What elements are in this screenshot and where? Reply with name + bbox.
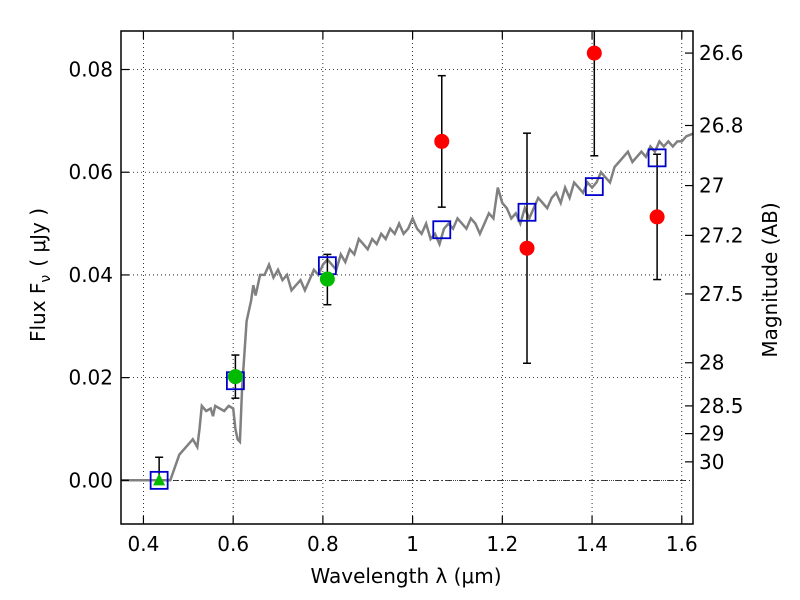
x-tick-label: 1.2	[486, 532, 518, 556]
x-tick-label: 1.6	[666, 532, 698, 556]
magnitude-axis-ticks: 26.6 26.8 27 27.2 27.5 28 28.5 29 30	[685, 41, 744, 474]
magnitude-tick-label: 27	[699, 174, 724, 198]
x-axis-title: Wavelength λ (μm)	[310, 564, 501, 588]
grid-lines	[121, 31, 693, 524]
x-axis-ticks: 0.4 0.6 0.8 1 1.2 1.4 1.6	[128, 31, 698, 556]
magnitude-tick-label: 29	[699, 422, 724, 446]
svg-text:Flux Fν( μJy ): Flux Fν ( μJy )	[26, 208, 54, 342]
plot-frame	[120, 30, 694, 525]
observed-red-point	[586, 45, 602, 61]
magnitude-tick-label: 26.8	[699, 113, 744, 137]
magnitude-axis-title: Magnitude (AB)	[758, 202, 782, 357]
observed-green-point	[227, 369, 243, 385]
model-photometry-square	[517, 202, 537, 222]
model-photometry-square	[584, 177, 604, 197]
magnitude-tick-label: 26.6	[699, 41, 744, 65]
model-spectrum-line	[121, 132, 694, 482]
observed-red-points	[434, 45, 665, 256]
observed-red-point	[649, 209, 665, 225]
y-tick-label: 0.06	[68, 160, 113, 184]
y-tick-label: 0.04	[68, 263, 113, 287]
magnitude-tick-label: 28	[699, 351, 724, 375]
observed-green-triangle	[153, 473, 166, 486]
y-axis-title-unit: ( μJy )	[26, 208, 50, 267]
model-photometry-square	[149, 470, 169, 490]
y-axis-title-main: Flux F	[26, 283, 50, 342]
x-tick-label: 1	[406, 532, 419, 556]
model-photometry-square	[432, 220, 452, 240]
y-tick-label: 0.08	[68, 58, 113, 82]
y-axis-ticks: 0.00 0.02 0.04 0.06 0.08	[68, 58, 129, 492]
magnitude-tick-label: 30	[699, 450, 724, 474]
y-axis-title-sub: ν	[38, 275, 54, 283]
observed-green-point	[319, 271, 335, 287]
observed-red-point	[434, 133, 450, 149]
y-tick-label: 0.00	[68, 468, 113, 492]
magnitude-tick-label: 28.5	[699, 394, 744, 418]
observed-red-point	[519, 240, 535, 256]
magnitude-tick-label: 27.5	[699, 282, 744, 306]
model-photometry-square	[647, 148, 667, 168]
x-tick-label: 0.6	[217, 532, 249, 556]
magnitude-tick-label: 27.2	[699, 223, 744, 247]
observed-green-points	[153, 271, 335, 486]
x-tick-label: 0.8	[307, 532, 339, 556]
x-tick-label: 0.4	[128, 532, 160, 556]
y-axis-title: Flux Fν ( μJy )	[26, 208, 54, 342]
x-tick-label: 1.4	[576, 532, 608, 556]
y-tick-label: 0.02	[68, 366, 113, 390]
